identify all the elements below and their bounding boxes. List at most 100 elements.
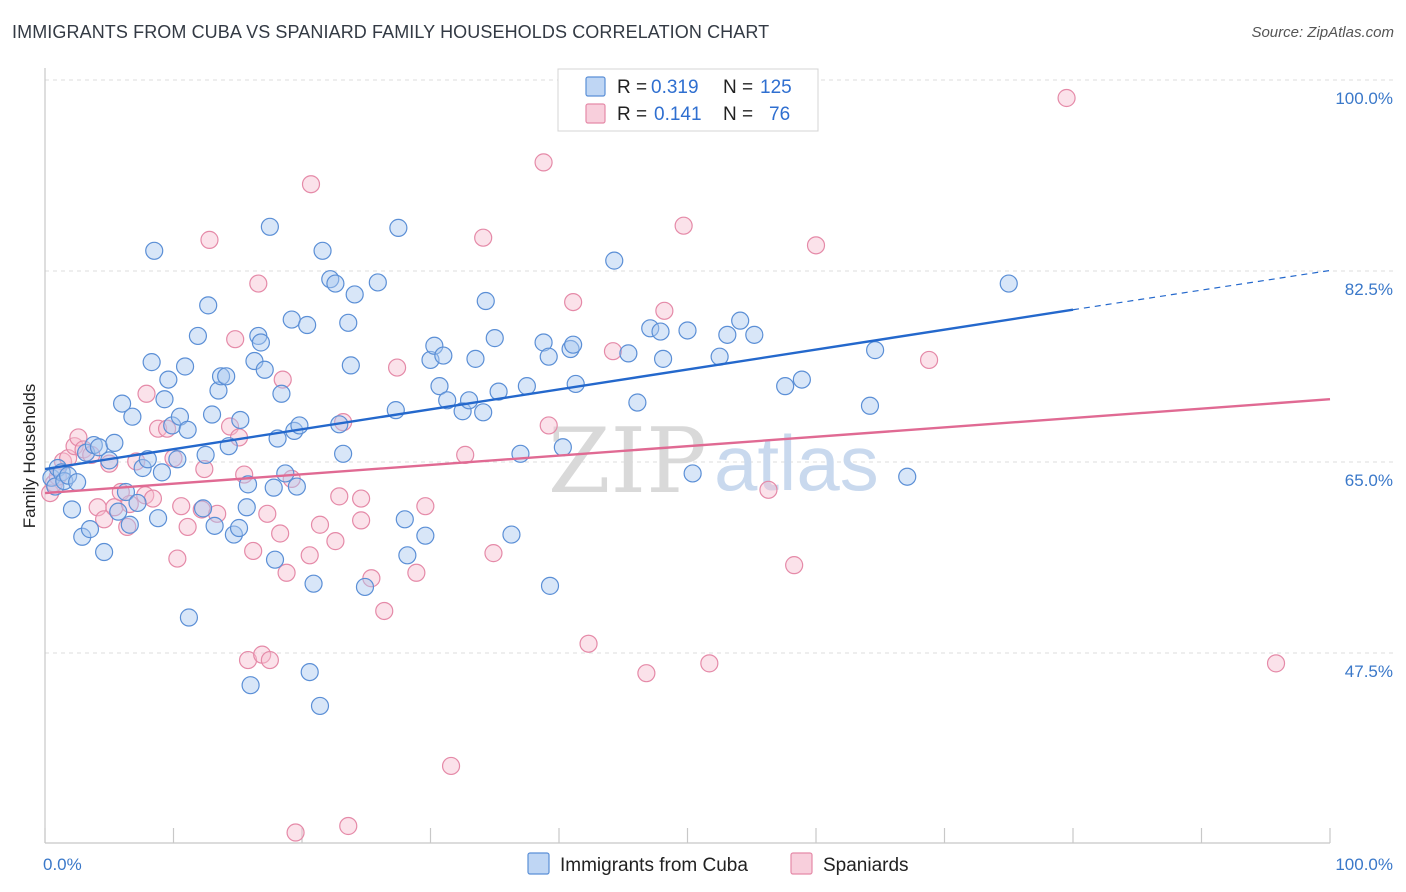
spaniards-point	[416, 497, 435, 516]
cuba-point	[120, 515, 139, 534]
y-axis-tick-labels: 47.5% 65.0% 82.5% 100.0%	[1335, 89, 1393, 681]
cuba-point	[339, 313, 358, 332]
watermark-zip: ZIP	[548, 409, 707, 514]
spaniards-point	[474, 228, 493, 247]
spaniards-point	[352, 511, 371, 530]
cuba-point	[238, 475, 258, 494]
spaniards-point	[375, 601, 394, 621]
cuba-point	[398, 546, 417, 565]
spaniards-point	[484, 544, 503, 563]
cuba-point	[178, 420, 197, 439]
bottom-legend: Immigrants from Cuba Spaniards	[527, 852, 909, 876]
cuba-point	[539, 347, 558, 366]
spaniards-point	[137, 384, 156, 403]
cuba-point	[68, 473, 87, 492]
spaniards-point	[1057, 88, 1076, 108]
cuba-point	[898, 467, 917, 486]
trend-lines	[44, 269, 1331, 495]
x-tick-label-min: 0.0%	[43, 855, 82, 874]
cuba-point	[619, 344, 638, 363]
cuba-point	[128, 493, 147, 513]
legend-n-label-cuba: N =	[723, 77, 753, 98]
cuba-point	[300, 662, 319, 682]
spaniards-point	[806, 236, 826, 255]
x-axis-ticks	[44, 828, 1331, 843]
cuba-point	[517, 377, 536, 396]
spaniards-point	[700, 654, 719, 673]
cuba-point	[345, 285, 364, 304]
legend-n-value-cuba: 125	[760, 77, 792, 98]
legend-r-label-cuba: R =	[617, 77, 647, 98]
cuba-point	[628, 393, 647, 412]
spaniards-point	[195, 459, 214, 479]
spaniards-point	[339, 816, 358, 836]
cuba-point	[534, 333, 553, 352]
spaniards-point	[310, 515, 330, 534]
cuba-point	[731, 311, 750, 330]
cuba-point	[466, 349, 485, 368]
cuba-point	[776, 377, 795, 396]
legend-n-label-spaniards: N =	[723, 104, 753, 125]
cuba-point	[133, 458, 152, 478]
spaniards-point	[118, 517, 137, 537]
cuba-point	[179, 608, 199, 627]
cuba-point	[264, 478, 283, 497]
spaniards-point	[168, 549, 187, 568]
bottom-legend-swatch-cuba	[527, 852, 550, 875]
cuba-point	[59, 466, 78, 485]
spaniards-point	[674, 216, 693, 235]
chart-title: IMMIGRANTS FROM CUBA VS SPANIARD FAMILY …	[12, 22, 770, 42]
cuba-point	[237, 498, 256, 517]
legend-r-value-cuba: 0.319	[651, 77, 699, 98]
cuba-point	[123, 407, 142, 426]
cuba-point	[155, 390, 174, 409]
cuba-point	[334, 444, 353, 463]
cuba-point	[202, 405, 222, 424]
cuba-point	[605, 251, 624, 270]
spaniards-point	[579, 634, 598, 653]
spaniards-point	[238, 650, 258, 670]
spaniards-point	[637, 664, 656, 683]
spaniards-point	[919, 350, 939, 370]
watermark: ZIP atlas	[548, 409, 879, 514]
cuba-point	[229, 518, 249, 538]
legend-swatch-cuba	[585, 76, 606, 97]
cuba-trend-line	[44, 308, 1074, 471]
spaniards-point	[95, 510, 114, 529]
spaniards-point	[785, 556, 804, 575]
cuba-point	[860, 396, 880, 415]
cuba-point	[326, 274, 345, 293]
cuba-point	[651, 322, 670, 341]
cuba-point	[430, 377, 449, 396]
spaniards-point	[277, 563, 296, 582]
series-cuba-points	[42, 217, 1018, 716]
cuba-point	[476, 291, 495, 311]
spaniards-point	[260, 650, 279, 670]
cuba-point	[653, 349, 673, 368]
spaniards-point	[655, 301, 674, 320]
y-tick-label: 65.0%	[1345, 471, 1393, 490]
cuba-point	[199, 296, 218, 315]
bottom-legend-label-spaniards: Spaniards	[823, 855, 909, 876]
cuba-point	[145, 241, 164, 260]
cuba-point	[474, 403, 493, 422]
spaniards-trend-line	[44, 398, 1331, 495]
cuba-point	[395, 510, 414, 529]
spaniards-point	[407, 563, 426, 582]
cuba-point	[265, 550, 285, 569]
spaniards-point	[258, 504, 277, 523]
cuba-point	[175, 357, 195, 376]
spaniards-point	[387, 358, 407, 377]
cuba-point	[105, 433, 124, 452]
cuba-point	[310, 696, 330, 716]
cuba-point	[205, 516, 224, 535]
cuba-point	[80, 520, 100, 539]
cuba-point	[152, 463, 172, 482]
cuba-point	[866, 341, 885, 360]
spaniards-point	[539, 416, 558, 435]
cuba-point	[678, 321, 697, 340]
bottom-legend-label-cuba: Immigrants from Cuba	[560, 855, 748, 876]
spaniards-point	[143, 489, 163, 508]
spaniards-point	[759, 480, 778, 499]
